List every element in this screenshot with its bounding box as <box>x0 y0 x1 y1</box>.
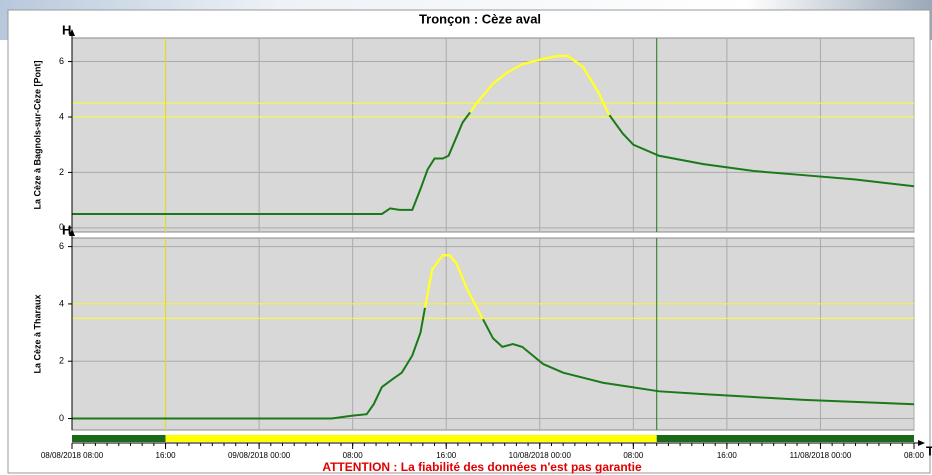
y-tick-label: 4 <box>59 111 64 121</box>
y-tick-label: 2 <box>59 167 64 177</box>
y-tick-label: 4 <box>59 298 64 308</box>
y-axis-letter: H <box>62 22 71 37</box>
plot-area <box>72 238 914 430</box>
x-tick-label: 10/08/2018 00:00 <box>509 451 572 460</box>
chart: Tronçon : Cèze aval 0 2 4 6 H La Cèze à Bagno… <box>0 0 932 475</box>
x-tick-label: 09/08/2018 00:00 <box>228 451 291 460</box>
y-tick-label: 2 <box>59 356 64 366</box>
x-tick-label: 08:00 <box>904 451 925 460</box>
y-tick-label: 6 <box>59 56 64 66</box>
x-tick-label: 08:00 <box>623 451 644 460</box>
plot-area <box>72 38 914 232</box>
x-axis-letter: T <box>926 443 932 458</box>
status-period <box>72 435 166 442</box>
page: {"chart_data": [ {"type": "line", "title… <box>0 0 932 475</box>
y-tick-label: 6 <box>59 241 64 251</box>
x-tick-label: 16:00 <box>717 451 738 460</box>
y-axis-label: La Cèze à Tharaux <box>32 294 42 373</box>
x-tick-label: 11/08/2018 00:00 <box>790 451 852 460</box>
chart-title: Tronçon : Cèze aval <box>419 11 541 26</box>
status-period <box>657 435 914 442</box>
x-tick-label: 16:00 <box>156 451 177 460</box>
y-axis-label: La Cèze à Bagnols-sur-Cèze [Pont] <box>32 60 42 209</box>
status-period <box>166 435 657 442</box>
x-tick-label: 08:00 <box>343 451 364 460</box>
x-tick-label: 16:00 <box>436 451 457 460</box>
y-tick-label: 0 <box>59 413 64 423</box>
x-tick-label: 08/08/2018 08:00 <box>41 451 104 460</box>
y-axis-letter: H <box>62 222 71 237</box>
note: ATTENTION : La fiabilité des données n'e… <box>322 460 642 474</box>
